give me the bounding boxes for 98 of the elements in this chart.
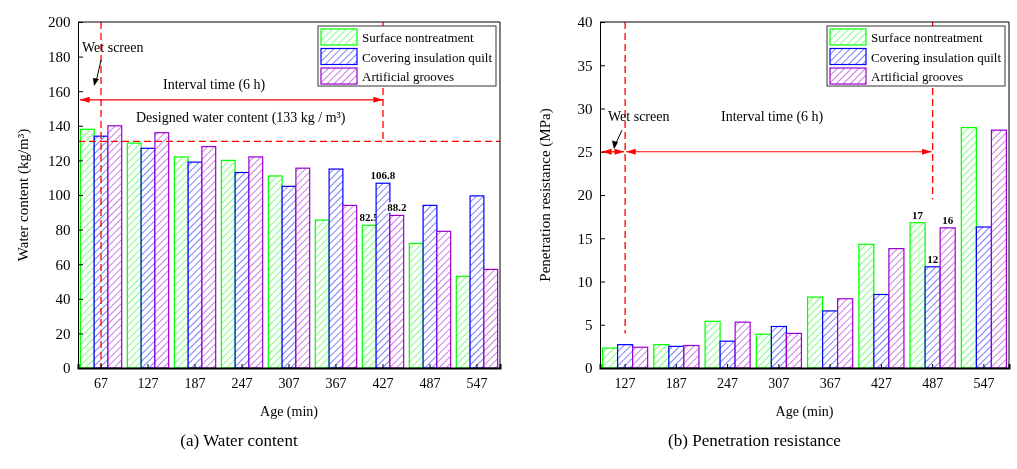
y-tick-label: 30 (577, 100, 593, 117)
bar (858, 243, 875, 369)
y-tick-label: 0 (63, 360, 71, 377)
bar (719, 340, 736, 369)
data-label: 17 (912, 208, 924, 221)
x-tick-label: 487 (922, 375, 944, 391)
annotation: Wet screen (608, 109, 670, 125)
y-tick-label: 10 (577, 273, 593, 290)
legend-label: Surface nontreatment (362, 30, 474, 45)
y-axis-title: Water content (kg/m³) (15, 128, 32, 262)
y-tick-label: 0 (585, 360, 593, 377)
bar (295, 167, 311, 369)
data-label: 12 (927, 252, 939, 265)
x-tick-label: 187 (184, 375, 206, 391)
bar (960, 126, 977, 369)
data-label: 16 (942, 213, 954, 226)
data-label: 106.8 (370, 169, 396, 182)
annotation: Interval time (6 h) (721, 109, 824, 126)
bar (140, 147, 156, 369)
y-tick-label: 25 (577, 144, 593, 161)
y-tick-label: 120 (48, 152, 71, 169)
bar (342, 204, 358, 369)
x-tick-label: 547 (973, 375, 995, 391)
y-tick-label: 5 (585, 317, 593, 334)
y-tick-label: 40 (577, 14, 593, 31)
y-tick-label: 15 (577, 230, 593, 247)
bar (909, 222, 926, 369)
bar (837, 298, 854, 369)
y-tick-label: 20 (577, 187, 593, 204)
y-tick-label: 80 (55, 221, 71, 238)
x-axis-title: Age (min) (260, 404, 319, 420)
bar (422, 204, 438, 369)
y-tick-label: 180 (48, 48, 71, 65)
y-axis-title: Penetration resistance (MPa) (537, 108, 554, 282)
x-tick-label: 127 (137, 375, 159, 391)
bar (436, 230, 452, 369)
legend-label: Covering insulation quilt (871, 49, 1002, 65)
y-tick-label: 60 (55, 256, 71, 273)
bar (770, 325, 787, 369)
legend-label: Artificial grooves (362, 69, 455, 84)
bar (822, 310, 839, 369)
annotation: Designed water content (133 kg / m³) (136, 110, 346, 126)
bar (888, 248, 905, 369)
bar (704, 320, 721, 369)
text: (a) Water content (180, 431, 298, 450)
x-tick-label: 547 (466, 375, 488, 391)
bar (939, 227, 956, 369)
bar (785, 332, 803, 369)
x-tick-label: 187 (665, 375, 687, 391)
annotation: Interval time (6 h) (163, 77, 266, 93)
bar (187, 161, 203, 369)
y-tick-label: 100 (48, 187, 71, 204)
y-tick-label: 140 (48, 118, 71, 135)
y-tick-label: 35 (577, 57, 593, 74)
annotation: Wet screen (82, 40, 144, 55)
bar (755, 333, 772, 369)
bar (201, 145, 217, 369)
legend-label: Surface nontreatment (871, 30, 983, 45)
y-tick-label: 20 (55, 325, 71, 342)
bar (617, 344, 634, 369)
bar (683, 344, 700, 369)
text: (b) Penetration resistance (668, 431, 841, 450)
bar (975, 226, 992, 369)
bar (281, 185, 297, 369)
x-tick-label: 487 (419, 375, 441, 391)
bar (389, 214, 405, 369)
x-axis-title: Age (min) (775, 404, 834, 420)
bar (328, 168, 344, 369)
bar (248, 156, 264, 369)
x-tick-label: 127 (614, 375, 636, 391)
x-tick-label: 427 (870, 375, 892, 391)
bar (806, 296, 824, 369)
bar (653, 344, 670, 369)
bar (668, 345, 685, 369)
x-tick-label: 367 (819, 375, 841, 391)
legend-label: Artificial grooves (871, 69, 964, 84)
bar (234, 171, 250, 369)
bar (469, 195, 485, 369)
y-tick-label: 200 (48, 14, 71, 31)
x-tick-label: 247 (231, 375, 253, 391)
bar (873, 293, 890, 369)
bar (601, 347, 619, 369)
bar (990, 129, 1008, 369)
bar (632, 346, 649, 369)
bar (154, 132, 170, 369)
x-tick-label: 247 (717, 375, 739, 391)
bar (734, 321, 751, 369)
bar (107, 125, 123, 369)
y-tick-label: 160 (48, 83, 71, 100)
x-tick-label: 427 (372, 375, 394, 391)
x-tick-label: 307 (278, 375, 300, 391)
y-tick-label: 40 (55, 291, 71, 308)
bar (483, 268, 499, 369)
x-tick-label: 367 (325, 375, 347, 391)
legend-label: Covering insulation quilt (362, 49, 493, 65)
x-tick-label: 67 (94, 375, 109, 391)
x-tick-label: 307 (768, 375, 790, 391)
bar (924, 266, 941, 369)
